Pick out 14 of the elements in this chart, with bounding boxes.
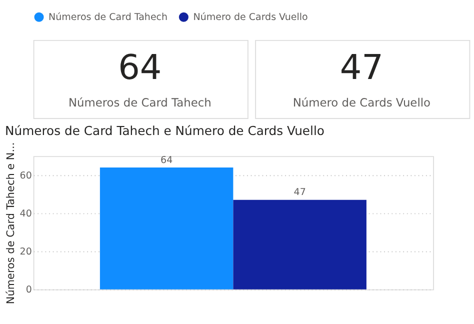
y-tick-label: 0 <box>26 284 32 296</box>
data-label: 47 <box>294 187 306 198</box>
y-tick-label: 20 <box>20 246 32 258</box>
data-label: 64 <box>160 154 173 166</box>
category-label: Número de Cards Vuello <box>292 96 431 110</box>
legend-label: Número de Cards Vuello <box>193 12 308 23</box>
chart-title: Números de Card Tahech e Número de Cards Vuello <box>5 124 324 138</box>
y-axis-title: Números de Card Tahech e N... <box>5 142 18 304</box>
data-label: 64 <box>118 48 162 88</box>
y-tick-label: 60 <box>20 170 32 182</box>
y-tick-label: 40 <box>20 208 32 220</box>
legend-label: Números de Card Tahech <box>48 12 168 23</box>
data-label: 47 <box>340 48 384 88</box>
category-label: Números de Card Tahech <box>68 96 212 110</box>
